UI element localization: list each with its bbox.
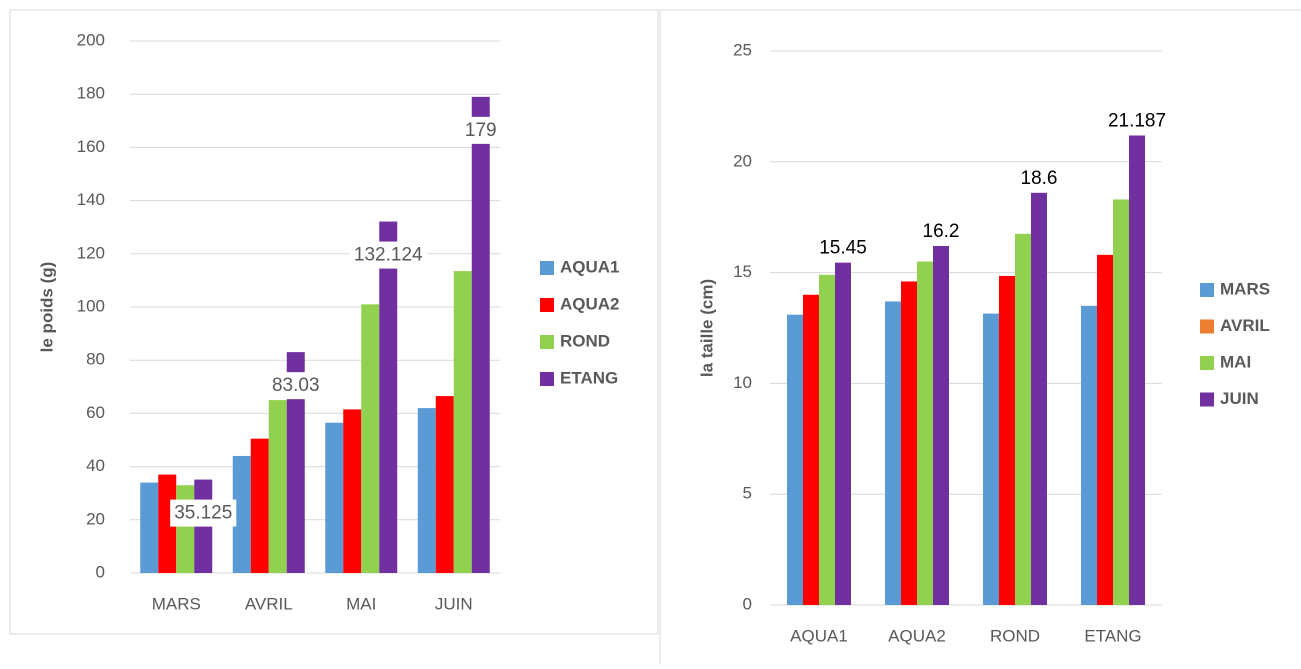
bar xyxy=(803,294,819,605)
data-label: 15.45 xyxy=(819,238,867,259)
y-tick-label: 0 xyxy=(96,562,105,581)
data-label: 179 xyxy=(465,120,497,141)
y-tick-label: 20 xyxy=(733,151,752,170)
data-label-box xyxy=(267,372,324,400)
y-tick-label: 5 xyxy=(743,484,752,503)
bar xyxy=(819,274,835,605)
bar xyxy=(1129,135,1145,605)
y-axis-title: la taille (cm) xyxy=(697,279,716,377)
data-label: 16.2 xyxy=(923,221,960,242)
bar xyxy=(417,408,436,573)
bar xyxy=(933,246,949,605)
bar xyxy=(250,438,269,573)
bar xyxy=(983,313,999,605)
chart-frame xyxy=(9,9,659,635)
bar xyxy=(999,275,1015,605)
y-tick-label: 60 xyxy=(86,403,105,422)
legend-label: MARS xyxy=(1220,279,1270,298)
bar xyxy=(286,352,305,573)
bar xyxy=(140,482,159,573)
data-label-box xyxy=(460,116,501,144)
bar xyxy=(176,485,195,573)
legend-swatch xyxy=(540,298,554,312)
legend-label: ETANG xyxy=(560,368,618,387)
bar xyxy=(1113,199,1129,606)
x-tick-label: AVRIL xyxy=(245,594,293,613)
y-tick-label: 80 xyxy=(86,350,105,369)
y-tick-label: 120 xyxy=(77,243,105,262)
x-tick-label: ROND xyxy=(990,626,1040,645)
legend-label: AQUA2 xyxy=(560,294,620,313)
y-tick-label: 10 xyxy=(733,373,752,392)
x-tick-label: AQUA2 xyxy=(888,626,946,645)
x-tick-label: AQUA1 xyxy=(790,626,848,645)
x-tick-label: MAI xyxy=(346,594,376,613)
bar xyxy=(1081,305,1097,605)
legend-swatch xyxy=(540,261,554,275)
bar xyxy=(471,96,490,574)
x-tick-label: MARS xyxy=(152,594,201,613)
bar xyxy=(901,281,917,605)
bar xyxy=(1015,233,1031,605)
data-label-box xyxy=(170,499,237,527)
y-tick-label: 160 xyxy=(77,137,105,156)
legend-swatch xyxy=(540,335,554,349)
data-label: 18.6 xyxy=(1021,168,1058,189)
bar xyxy=(435,396,454,573)
bar xyxy=(379,221,398,573)
y-tick-label: 20 xyxy=(86,509,105,528)
data-label: 35.125 xyxy=(174,503,232,524)
y-tick-label: 100 xyxy=(77,296,105,315)
data-label: 83.03 xyxy=(272,375,320,396)
bar xyxy=(361,304,380,573)
bar xyxy=(158,474,177,573)
bar xyxy=(1031,192,1047,605)
legend-swatch xyxy=(540,372,554,386)
bar xyxy=(917,261,933,605)
y-tick-label: 140 xyxy=(77,190,105,209)
legend-label: AVRIL xyxy=(1220,316,1270,335)
data-label-box xyxy=(349,241,428,269)
legend-swatch xyxy=(1200,392,1214,407)
bar xyxy=(453,271,472,573)
y-tick-label: 0 xyxy=(743,594,752,613)
legend-label: ROND xyxy=(560,331,610,350)
data-label: 21.187 xyxy=(1108,111,1166,132)
bar xyxy=(787,314,803,605)
chart-frame xyxy=(659,9,1301,669)
bar xyxy=(232,455,251,573)
legend-swatch xyxy=(1200,283,1214,297)
y-tick-label: 25 xyxy=(733,40,752,59)
bar xyxy=(268,400,287,573)
legend-swatch xyxy=(1200,319,1214,334)
bar xyxy=(325,422,344,573)
x-tick-label: JUIN xyxy=(435,594,473,613)
bar xyxy=(1097,254,1113,605)
y-tick-label: 15 xyxy=(733,262,752,281)
bar xyxy=(885,301,901,605)
data-label: 132.124 xyxy=(354,245,423,266)
legend-label: JUIN xyxy=(1220,389,1259,408)
y-tick-label: 40 xyxy=(86,456,105,475)
x-tick-label: ETANG xyxy=(1084,626,1141,645)
bar xyxy=(835,262,851,605)
y-tick-label: 180 xyxy=(77,84,105,103)
bar xyxy=(343,409,362,573)
y-axis-title: le poids (g) xyxy=(37,262,56,353)
y-tick-label: 200 xyxy=(77,30,105,49)
legend-label: MAI xyxy=(1220,352,1251,371)
legend-swatch xyxy=(1200,356,1214,370)
legend-label: AQUA1 xyxy=(560,257,620,276)
